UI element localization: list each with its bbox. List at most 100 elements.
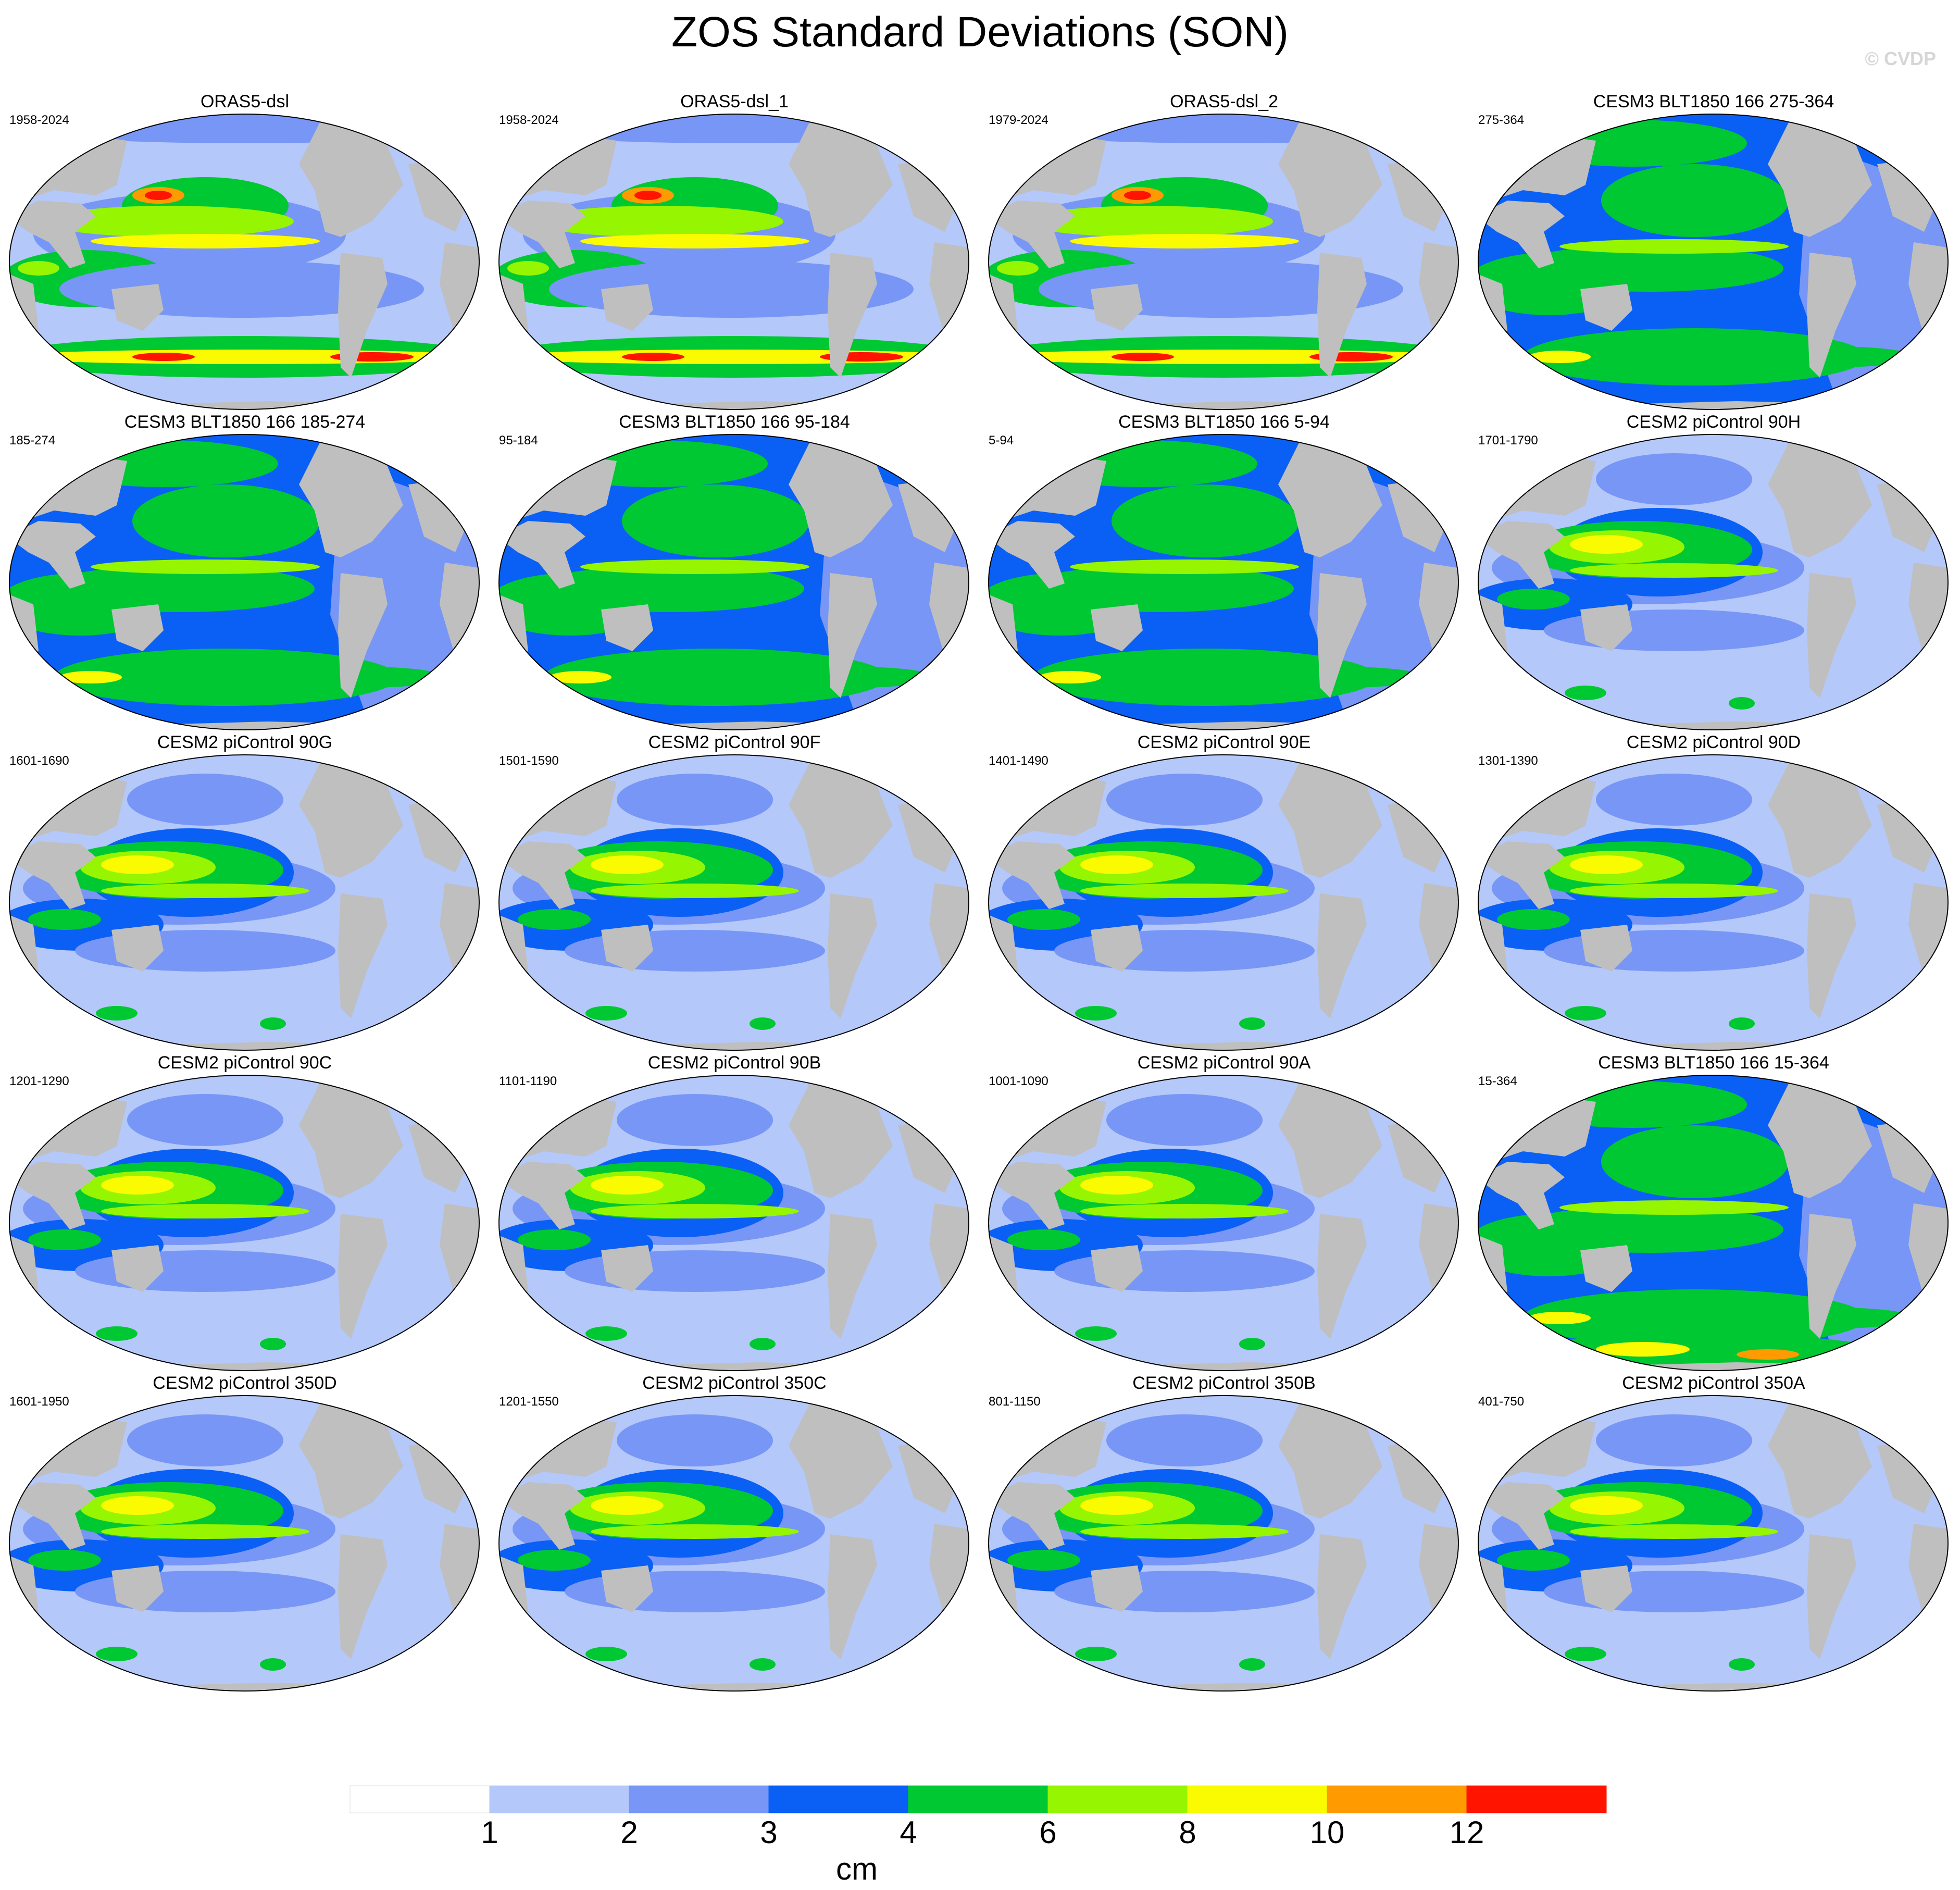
map-panel: CESM2 piControl 90H 1701-1790 — [1469, 412, 1958, 732]
map-panel: ORAS5-dsl 1958-2024 — [0, 91, 490, 412]
panel-year-range: 1201-1550 — [499, 1395, 559, 1409]
sla-band — [580, 234, 809, 248]
colorbar-tick-label: 4 — [900, 1815, 917, 1850]
land-australia — [1091, 1245, 1143, 1292]
sla-band — [1737, 1349, 1799, 1360]
panel-year-range: 1101-1190 — [499, 1074, 557, 1088]
land-australia — [1091, 1565, 1143, 1612]
panel-title: CESM2 piControl 90C — [157, 1053, 332, 1073]
sla-band — [145, 191, 172, 200]
land-asia — [989, 521, 1075, 589]
world-map — [1478, 434, 1949, 730]
land-north-america — [1768, 122, 1872, 237]
land-south-america — [828, 893, 877, 1018]
land-asia — [1478, 201, 1565, 268]
world-map — [498, 114, 969, 410]
land-south-america — [1807, 1214, 1856, 1339]
sla-band — [500, 114, 968, 143]
land-south-america — [338, 893, 388, 1018]
world-map — [9, 114, 480, 410]
sla-band — [260, 1017, 286, 1030]
panel-grid: ORAS5-dsl 1958-2024 ORAS5-dsl_1 1958-2024 OR… — [0, 91, 1958, 1693]
sla-band — [260, 1658, 286, 1671]
land-south-america — [828, 573, 877, 698]
land-north-america — [299, 443, 403, 557]
sla-band — [1596, 453, 1752, 505]
panel-title: CESM2 piControl 90E — [1137, 732, 1311, 752]
sla-band — [91, 559, 320, 574]
land-south-america — [1317, 573, 1367, 698]
land-south-america — [1317, 253, 1367, 378]
land-asia — [989, 1162, 1075, 1229]
world-map — [1478, 1075, 1949, 1371]
world-map — [498, 434, 969, 730]
world-map — [9, 1075, 480, 1371]
sla-band — [59, 671, 122, 683]
sla-band — [518, 909, 591, 930]
sla-band — [1106, 1414, 1263, 1466]
sla-band — [989, 114, 1458, 143]
colorbar-tick-label: 12 — [1450, 1815, 1484, 1850]
sla-band — [1070, 559, 1299, 574]
map-outline — [1478, 1395, 1949, 1692]
sla-band — [1729, 697, 1755, 710]
sla-band — [507, 261, 549, 276]
map-outline — [988, 1075, 1459, 1371]
land-australia — [601, 1245, 653, 1292]
map-panel: CESM2 piControl 90C 1201-1290 — [0, 1052, 490, 1373]
sla-band — [591, 855, 664, 874]
sla-band — [634, 191, 661, 200]
world-map — [988, 1395, 1459, 1692]
map-panel: CESM2 piControl 90E 1401-1490 — [979, 732, 1469, 1052]
land-south-america — [828, 1534, 877, 1659]
sla-band — [1112, 353, 1174, 361]
land-asia — [1478, 521, 1565, 589]
map-panel: CESM2 piControl 350A 401-750 — [1469, 1373, 1958, 1693]
map-outline — [498, 754, 969, 1051]
land-asia — [9, 1162, 96, 1229]
world-map — [988, 1075, 1459, 1371]
sla-band — [1033, 649, 1377, 706]
land-north-america — [1768, 1404, 1872, 1519]
sla-band — [18, 261, 59, 276]
panel-year-range: 185-274 — [9, 433, 56, 447]
sla-band — [1601, 1125, 1789, 1198]
panel-title: CESM2 piControl 90B — [647, 1053, 821, 1073]
sla-band — [91, 234, 320, 248]
world-map — [498, 1075, 969, 1371]
map-panel: CESM3 BLT1850 166 95-184 95-184 — [490, 412, 979, 732]
land-south-america — [1317, 893, 1367, 1018]
land-north-america — [299, 1084, 403, 1198]
map-panel: CESM3 BLT1850 166 185-274 185-274 — [0, 412, 490, 732]
colorbar-tick-label: 8 — [1179, 1815, 1196, 1850]
sla-band — [1565, 1647, 1606, 1661]
world-map — [498, 754, 969, 1051]
sla-band — [1106, 774, 1263, 826]
land-north-america — [789, 763, 893, 878]
land-australia — [601, 604, 653, 651]
sla-band — [585, 1326, 627, 1341]
colorbar-swatch — [629, 1785, 769, 1813]
land-asia — [9, 521, 96, 589]
sla-band — [132, 484, 320, 557]
sla-band — [1757, 1308, 1914, 1328]
map-panel: CESM2 piControl 90B 1101-1190 — [490, 1052, 979, 1373]
map-outline — [9, 1075, 480, 1371]
map-outline — [988, 114, 1459, 410]
sla-band — [533, 206, 783, 237]
land-north-america — [1278, 122, 1382, 237]
world-map — [988, 434, 1459, 730]
sla-band — [1570, 1496, 1643, 1515]
land-australia — [111, 1565, 164, 1612]
world-map — [988, 754, 1459, 1051]
sla-band — [28, 909, 101, 930]
panel-title: CESM3 BLT1850 166 95-184 — [619, 412, 850, 432]
sla-band — [1497, 1550, 1570, 1571]
land-asia — [499, 841, 585, 909]
land-south-america — [1807, 893, 1856, 1018]
map-outline — [9, 114, 480, 410]
panel-title: ORAS5-dsl_1 — [680, 92, 789, 111]
map-panel: ORAS5-dsl_1 1958-2024 — [490, 91, 979, 412]
panel-title: CESM3 BLT1850 166 185-274 — [124, 412, 366, 432]
land-south-america — [338, 1534, 388, 1659]
